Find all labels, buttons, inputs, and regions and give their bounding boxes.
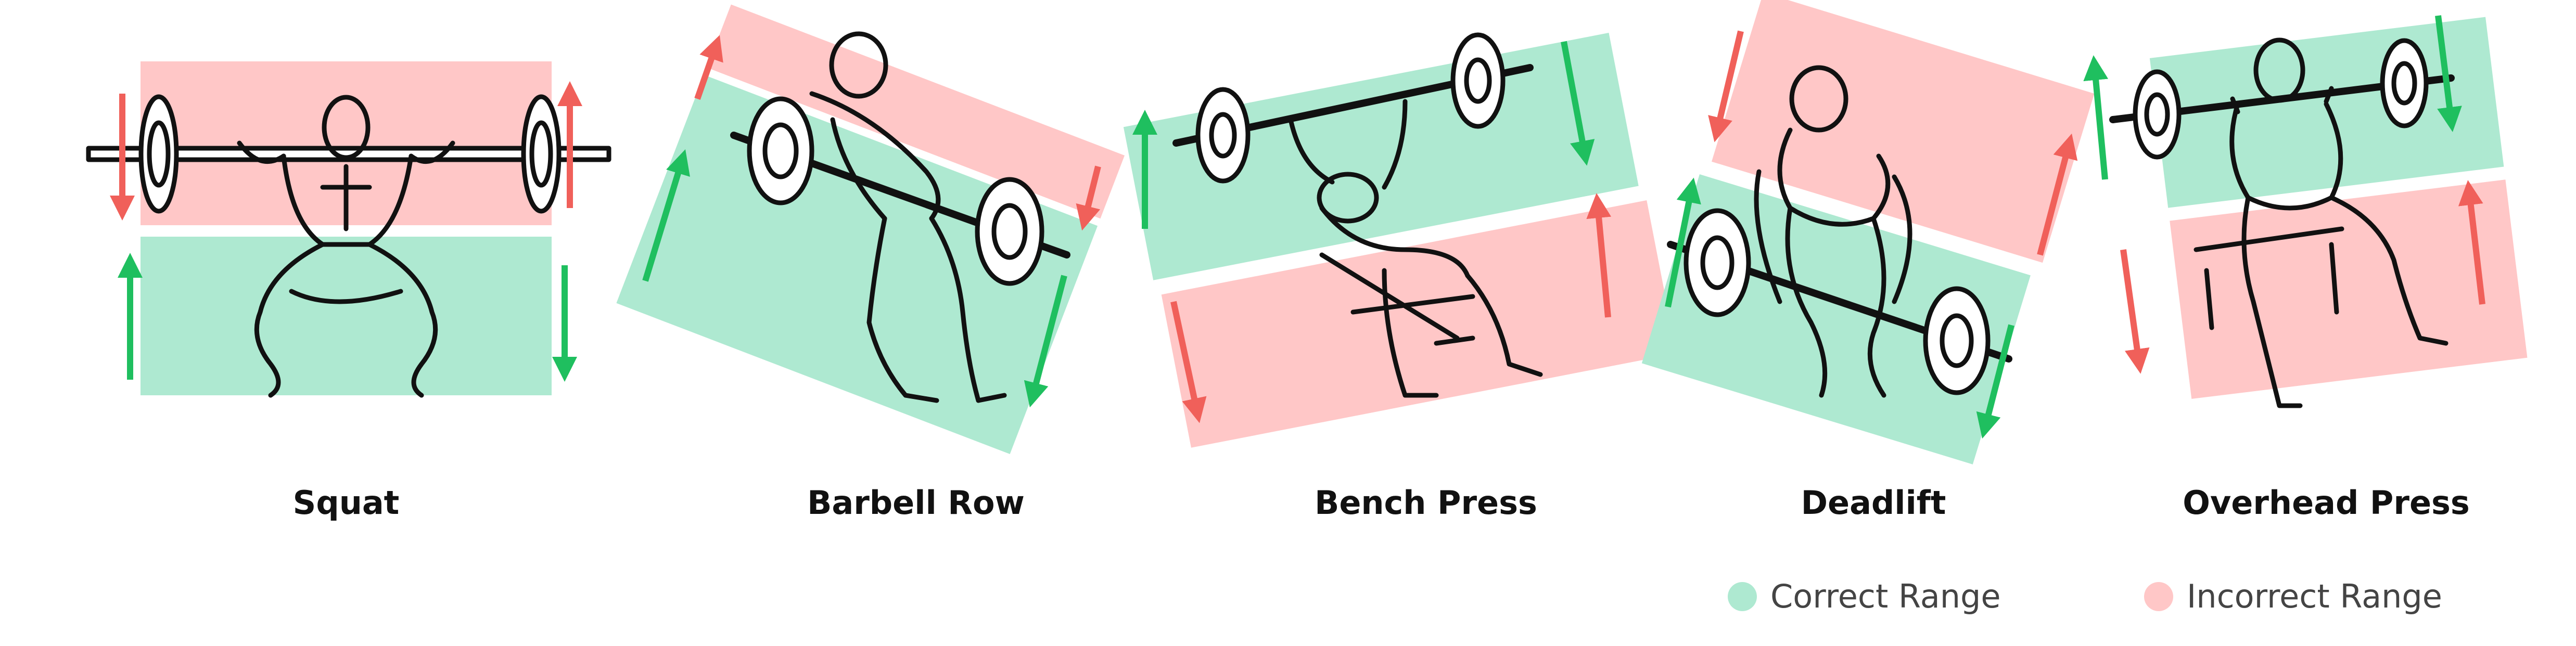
exercise-title-barbell-row: Barbell Row: [807, 484, 1025, 522]
overhead-press-lifter-icon: [2109, 37, 2455, 408]
legend-correct-label: Correct Range: [1770, 577, 2001, 615]
barbell-row-arrow-correct-down: [1024, 275, 1067, 408]
barbell-row-incorrect-zone: [707, 4, 1125, 219]
deadlift-arrow-incorrect-up: [2037, 133, 2078, 256]
bench-press-correct-zone: [1123, 33, 1639, 280]
legend-incorrect-swatch: [2144, 582, 2173, 611]
legend-correct-swatch: [1728, 582, 1757, 611]
bench-press-figure: [1123, 32, 1677, 448]
barbell-row-correct-zone: [616, 74, 1098, 455]
bench-press-arrow-incorrect-up: [1586, 193, 1612, 318]
exercise-title-squat: Squat: [292, 484, 400, 522]
bench-press-incorrect-zone: [1161, 200, 1677, 448]
overhead-press-arrow-incorrect-up: [2458, 180, 2485, 305]
barbell-row-arrow-incorrect-down: [1076, 165, 1101, 231]
barbell-row-lifter-icon: [730, 31, 1070, 403]
deadlift-figure: [1641, 0, 2095, 464]
barbell-row-arrow-incorrect-up: [694, 35, 723, 100]
overhead-press-arrow-correct-up: [2083, 55, 2109, 180]
overhead-press-arrow-incorrect-down: [2120, 249, 2150, 374]
exercise-title-bench-press: Bench Press: [1315, 484, 1537, 522]
barbell-row-arrow-correct-up: [642, 149, 690, 282]
deadlift-arrow-correct-down: [1976, 324, 2014, 439]
squat-correct-zone: [141, 237, 552, 395]
squat-lifter-icon: [86, 94, 611, 398]
bench-press-arrow-incorrect-down: [1170, 301, 1207, 423]
barbell-row-figure: [616, 4, 1125, 455]
squat-figure: [86, 61, 611, 398]
legend-correct: Correct Range: [1728, 577, 2001, 615]
deadlift-lifter-icon: [1667, 65, 2012, 398]
deadlift-arrow-correct-up: [1665, 177, 1701, 308]
bench-press-lifter-icon: [1172, 32, 1543, 398]
deadlift-incorrect-zone: [1712, 0, 2095, 263]
legend-incorrect: Incorrect Range: [2144, 577, 2442, 615]
overhead-press-arrow-correct-down: [2435, 15, 2462, 132]
exercise-title-overhead-press: Overhead Press: [2183, 484, 2470, 522]
bench-press-arrow-correct-down: [1561, 41, 1595, 166]
legend-incorrect-label: Incorrect Range: [2187, 577, 2442, 615]
deadlift-arrow-incorrect-down: [1708, 30, 1744, 143]
overhead-press-figure: [2083, 15, 2528, 408]
exercise-title-deadlift: Deadlift: [1801, 484, 1946, 522]
